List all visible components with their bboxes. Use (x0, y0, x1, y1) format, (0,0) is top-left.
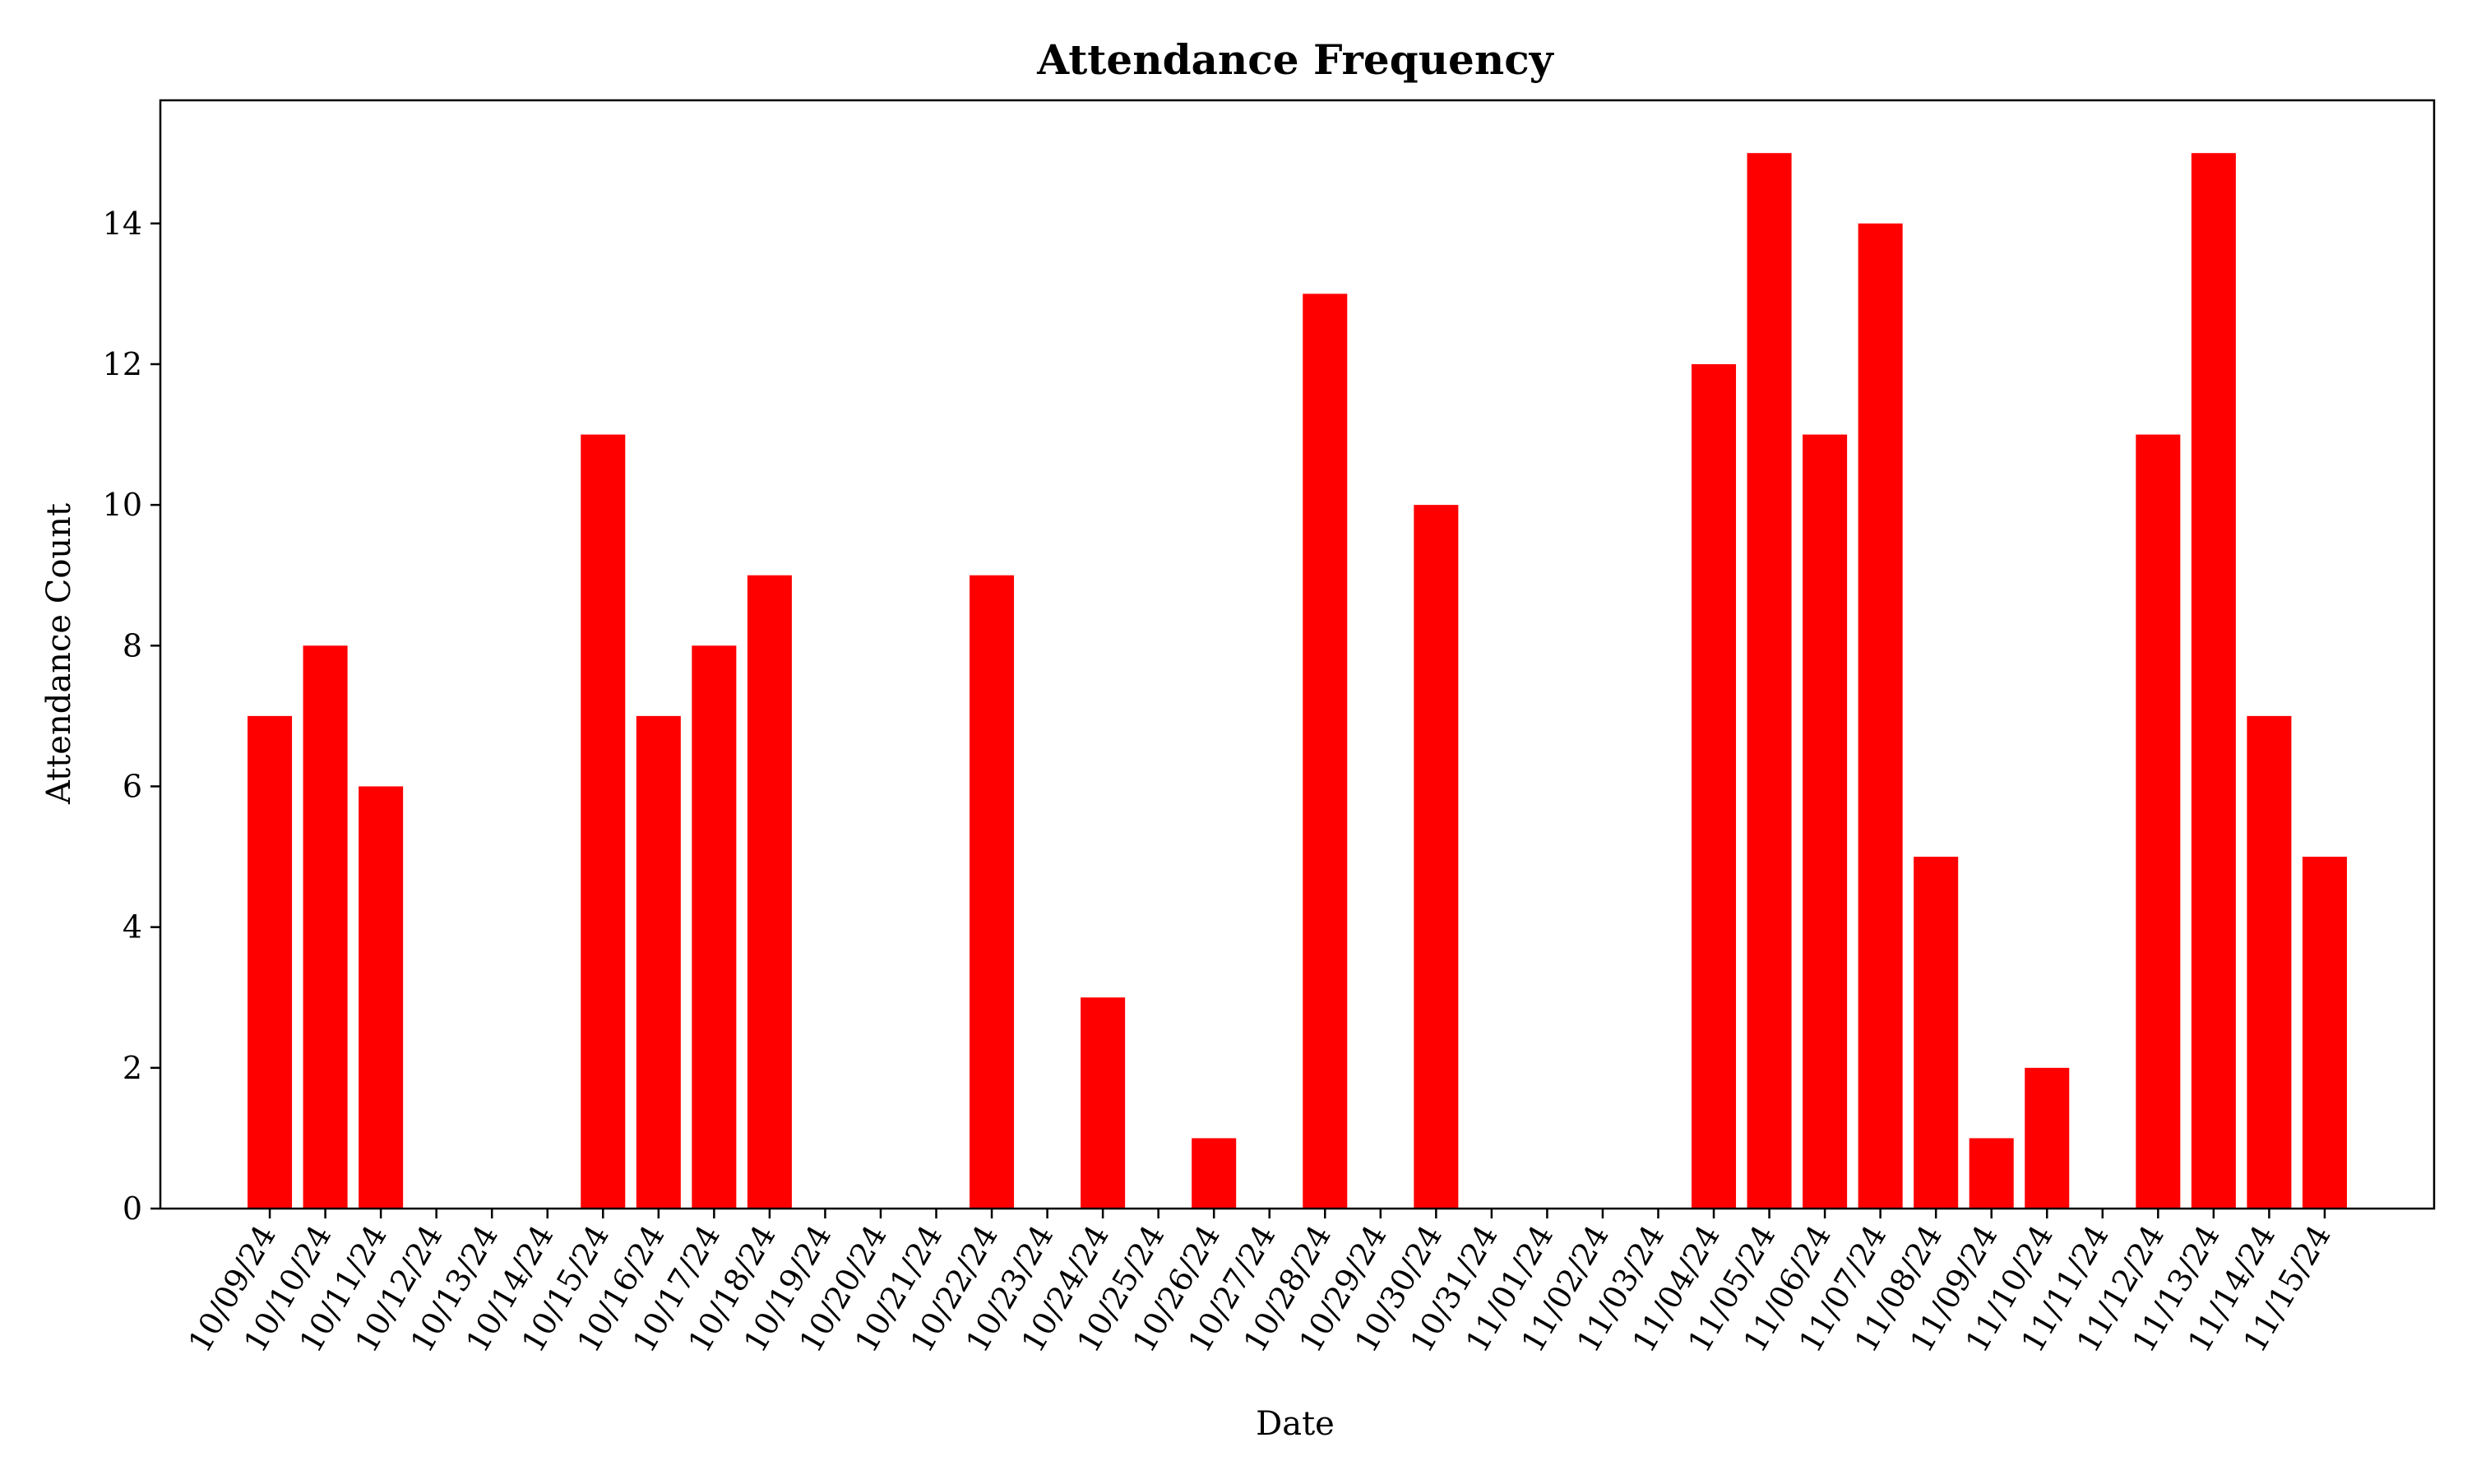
bar-11-15-24 (2302, 857, 2347, 1209)
plot-area: 0246810121410/09/2410/10/2410/11/2410/12… (103, 99, 2436, 1358)
bar-10-26-24 (1192, 1138, 1237, 1209)
bar-10-28-24 (1303, 294, 1348, 1209)
bar-10-24-24 (1081, 997, 1126, 1209)
bar-10-15-24 (581, 434, 626, 1209)
x-axis-label: Date (1256, 1405, 1335, 1443)
bar-10-11-24 (359, 786, 404, 1209)
bar-11-12-24 (2136, 434, 2181, 1209)
bar-11-14-24 (2247, 715, 2292, 1209)
bar-10-09-24 (248, 715, 293, 1209)
chart-title: Attendance Frequency (1036, 35, 1554, 84)
y-tick-label: 2 (123, 1050, 142, 1086)
bar-10-16-24 (636, 715, 681, 1209)
bar-10-22-24 (970, 575, 1015, 1209)
bar-11-13-24 (2191, 153, 2236, 1209)
y-tick-label: 8 (123, 627, 142, 663)
y-tick-label: 4 (123, 909, 142, 945)
bar-11-10-24 (2025, 1067, 2070, 1209)
y-tick-label: 6 (123, 768, 142, 804)
y-tick-label: 14 (103, 206, 142, 242)
bar-11-04-24 (1692, 363, 1737, 1209)
y-tick-label: 10 (103, 487, 142, 523)
bar-10-30-24 (1414, 505, 1459, 1209)
bar-11-09-24 (1969, 1138, 2014, 1209)
y-axis-label: Attendance Count (40, 503, 78, 805)
plot-frame (159, 99, 2436, 1210)
bar-10-18-24 (747, 575, 792, 1209)
bar-11-08-24 (1914, 857, 1959, 1209)
bar-11-07-24 (1858, 223, 1903, 1209)
y-tick-label: 0 (123, 1190, 142, 1227)
bar-10-10-24 (303, 645, 348, 1209)
y-tick-label: 12 (103, 346, 142, 382)
bar-11-05-24 (1747, 153, 1792, 1209)
bar-11-06-24 (1803, 434, 1848, 1209)
bar-10-17-24 (692, 645, 737, 1209)
